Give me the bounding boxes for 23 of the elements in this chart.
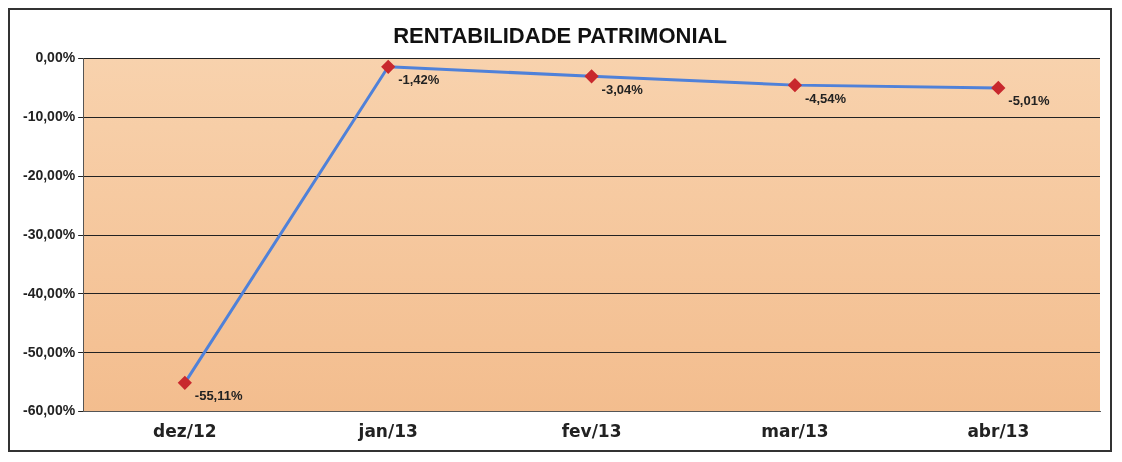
y-tick-label: -50,00% bbox=[22, 343, 76, 360]
y-tick-label: -40,00% bbox=[22, 284, 76, 301]
y-tick-label: -30,00% bbox=[22, 225, 76, 242]
x-tick-label: mar/13 bbox=[761, 421, 829, 442]
y-tick-label: -20,00% bbox=[22, 166, 76, 183]
point bbox=[381, 60, 395, 74]
point bbox=[585, 69, 599, 83]
x-tick-label: abr/13 bbox=[967, 421, 1030, 442]
data-label: -5,01% bbox=[1008, 93, 1050, 109]
data-label: -1,42% bbox=[398, 72, 440, 88]
x-tick-label: dez/12 bbox=[153, 421, 217, 442]
point bbox=[788, 78, 802, 92]
data-label: -55,11% bbox=[194, 388, 243, 404]
y-tick-label: 0,00% bbox=[35, 49, 76, 66]
y-tick-label: -10,00% bbox=[22, 108, 76, 125]
chart-title: RENTABILIDADE PATRIMONIAL bbox=[393, 23, 727, 49]
data-label: -4,54% bbox=[804, 90, 847, 106]
x-tick-label: jan/13 bbox=[357, 421, 418, 442]
y-tick-label: -60,00% bbox=[22, 402, 76, 419]
data-label: -3,04% bbox=[601, 81, 644, 97]
point bbox=[991, 81, 1005, 95]
point bbox=[178, 376, 192, 390]
x-tick-label: fev/13 bbox=[561, 421, 622, 442]
